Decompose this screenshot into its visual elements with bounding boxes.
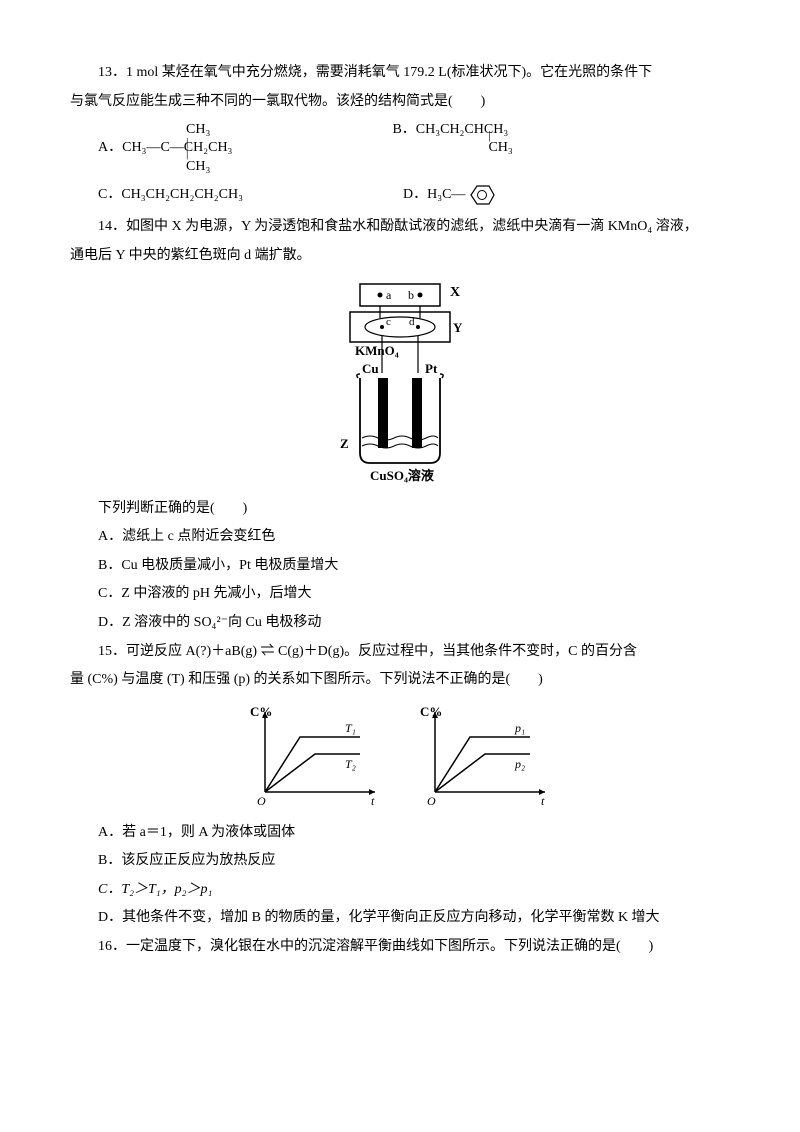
q14-stem-1: 14．如图中 X 为电源，Y 为浸透饱和食盐水和酚酞试液的滤纸，滤纸中央滴有一滴… xyxy=(70,214,730,241)
q13-option-D: D．H₃C— xyxy=(403,182,495,209)
q14-diagram: X a b c d Y KMnO₄ Cu Pt xyxy=(70,278,730,488)
q14-D: D．Z 溶液中的 SO₄²⁻向 Cu 电极移动 xyxy=(70,610,730,637)
svg-text:T₂: T₂ xyxy=(345,757,356,771)
q15-stem-1: 15．可逆反应 A(?)＋aB(g) ⇌ C(g)＋D(g)。反应过程中，当其他… xyxy=(70,639,730,666)
q13-A-mid: A．CH₃—C—CH₂CH₃ | | xyxy=(98,139,232,157)
q13-B-top: B．CH₃CH₂CHCH₃ | xyxy=(392,121,508,139)
q14-lead: 下列判断正确的是( ) xyxy=(70,496,730,523)
q13-B-bot: CH₃ xyxy=(392,139,512,157)
svg-text:p₁: p₁ xyxy=(514,721,525,735)
svg-text:t: t xyxy=(541,794,545,808)
q13-stem-1: 13．1 mol 某烃在氧气中充分燃烧，需要消耗氧气 179.2 L(标准状况下… xyxy=(70,60,730,87)
label-d: d xyxy=(409,316,415,328)
svg-text:T₁: T₁ xyxy=(345,721,356,735)
q14-stem-2: 通电后 Y 中央的紫红色斑向 d 端扩散。 xyxy=(70,243,730,270)
label-cuso4: CuSO₄溶液 xyxy=(370,468,434,483)
q13-A-top: CH₃ xyxy=(98,121,210,139)
q14-A: A．滤纸上 c 点附近会变红色 xyxy=(70,524,730,551)
q15-graphs: C% O t T₁ T₂ C% O t p₁ p₂ xyxy=(70,702,730,812)
label-c: c xyxy=(386,316,391,328)
label-Z: Z xyxy=(340,436,349,451)
q13-option-A: CH₃ A．CH₃—C—CH₂CH₃ | | CH₃ xyxy=(98,121,232,176)
q13-stem-2: 与氯气反应能生成三种不同的一氯取代物。该烃的结构简式是( ) xyxy=(70,89,730,116)
q15-C: C．T₂＞T₁，p₂＞p₁ xyxy=(70,877,730,904)
label-a: a xyxy=(386,288,392,302)
q14-B: B．Cu 电极质量减小，Pt 电极质量增大 xyxy=(70,553,730,580)
q15-A: A．若 a＝1，则 A 为液体或固体 xyxy=(70,820,730,847)
q15-stem-2: 量 (C%) 与温度 (T) 和压强 (p) 的关系如下图所示。下列说法不正确的… xyxy=(70,667,730,694)
svg-text:O: O xyxy=(257,794,266,808)
benzene-icon xyxy=(465,183,495,207)
q14-C: C．Z 中溶液的 pH 先减小，后增大 xyxy=(70,581,730,608)
q13-option-C: C．CH₃CH₂CH₂CH₂CH₃ xyxy=(98,182,243,209)
svg-text:O: O xyxy=(427,794,436,808)
label-X: X xyxy=(450,285,460,300)
label-Y: Y xyxy=(453,320,463,335)
label-kmno4: KMnO₄ xyxy=(355,343,399,358)
svg-text:C%: C% xyxy=(420,704,442,719)
svg-text:t: t xyxy=(371,794,375,808)
q13-options-row2: C．CH₃CH₂CH₂CH₂CH₃ D．H₃C— xyxy=(70,182,730,209)
q13-A-bot: CH₃ xyxy=(98,158,210,176)
label-Pt: Pt xyxy=(425,361,438,376)
q15-B: B．该反应正反应为放热反应 xyxy=(70,848,730,875)
q13-option-B: B．CH₃CH₂CHCH₃ | CH₃ xyxy=(392,121,512,176)
q16-stem: 16．一定温度下，溴化银在水中的沉淀溶解平衡曲线如下图所示。下列说法正确的是( … xyxy=(70,934,730,961)
q13-options-row1: CH₃ A．CH₃—C—CH₂CH₃ | | CH₃ B．CH₃CH₂CHCH₃… xyxy=(70,121,730,176)
label-Cu: Cu xyxy=(362,361,379,376)
label-b: b xyxy=(408,288,414,302)
svg-text:p₂: p₂ xyxy=(514,757,525,771)
svg-text:C%: C% xyxy=(250,704,272,719)
q15-D: D．其他条件不变，增加 B 的物质的量，化学平衡向正反应方向移动，化学平衡常数 … xyxy=(70,905,730,932)
